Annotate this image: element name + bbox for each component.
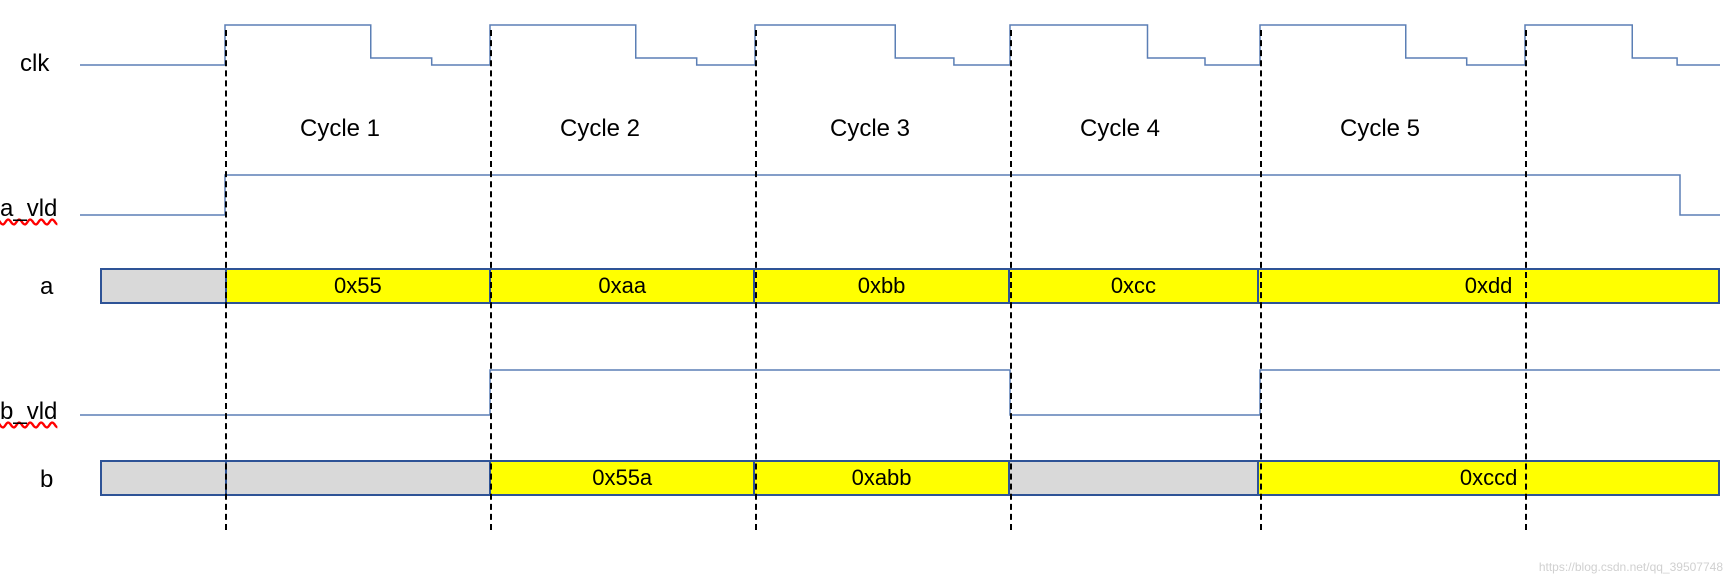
a-vld-wave: [80, 175, 1720, 215]
data-cell: [227, 462, 491, 494]
data-cell: [1010, 462, 1259, 494]
data-cell: 0xdd: [1259, 270, 1718, 302]
clk-wave: [80, 25, 1720, 65]
data-cell: 0xccd: [1259, 462, 1718, 494]
data-cell: 0xabb: [755, 462, 1009, 494]
timing-diagram: clk a_vld a b_vld b Cycle 1 Cycle 2 Cycl…: [0, 0, 1731, 578]
watermark: https://blog.csdn.net/qq_39507748: [1539, 560, 1723, 574]
data-cell: 0x55a: [491, 462, 755, 494]
cycle-divider: [1525, 30, 1527, 530]
data-cell: 0x55: [227, 270, 491, 302]
data-cell: 0xcc: [1010, 270, 1259, 302]
cycle-divider: [225, 30, 227, 530]
cycle-divider: [1260, 30, 1262, 530]
data-cell: [102, 462, 227, 494]
cycle-divider: [755, 30, 757, 530]
data-cell: [102, 270, 227, 302]
data-cell: 0xbb: [755, 270, 1009, 302]
lane-a: 0x550xaa0xbb0xcc0xdd: [100, 268, 1720, 304]
cycle-divider: [490, 30, 492, 530]
lane-b: 0x55a0xabb 0xccd: [100, 460, 1720, 496]
b-vld-wave: [80, 370, 1720, 415]
data-cell: 0xaa: [491, 270, 755, 302]
cycle-divider: [1010, 30, 1012, 530]
